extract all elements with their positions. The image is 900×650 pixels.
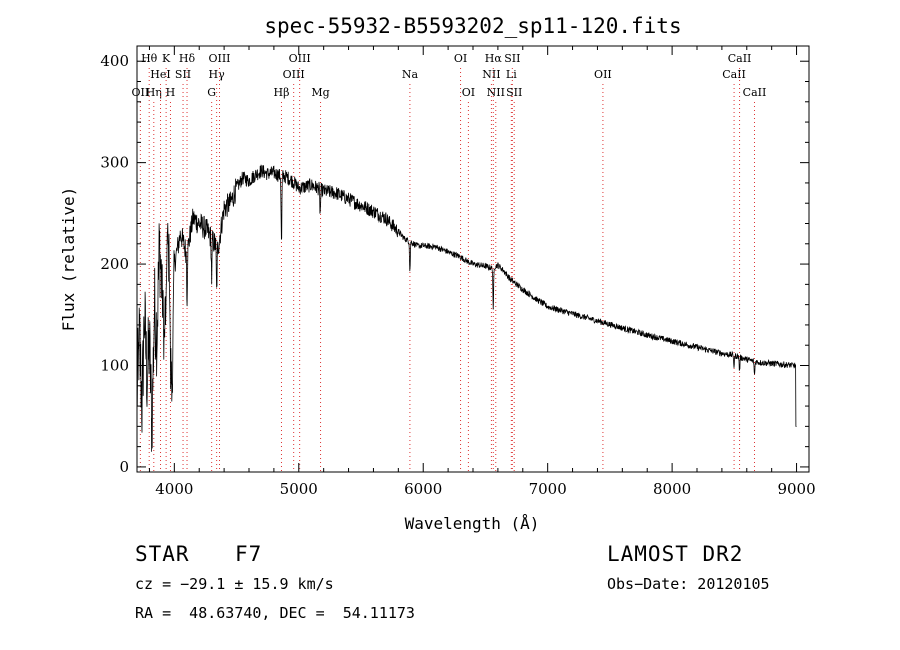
line-marker-label: G [207, 86, 216, 99]
y-tick-label: 0 [119, 458, 129, 476]
y-tick-label: 400 [100, 52, 129, 70]
line-marker-label: Hγ [209, 68, 226, 81]
line-marker-label: OII [132, 86, 150, 99]
x-tick-label: 7000 [529, 480, 567, 498]
ra-dec: RA = 48.63740, DEC = 54.11173 [135, 604, 415, 622]
spectrum-series [136, 164, 797, 452]
x-tick-label: 4000 [155, 480, 193, 498]
line-marker-label: K [162, 52, 171, 65]
line-marker-label: Mg [311, 86, 329, 99]
line-marker-label: SII [175, 68, 191, 81]
subclass: F7 [235, 542, 263, 566]
y-axis-label: Flux (relative) [59, 187, 78, 332]
line-marker-label: Hθ [141, 52, 158, 65]
x-axis-label: Wavelength (Å) [405, 514, 540, 533]
line-marker-label: OII [594, 68, 612, 81]
line-marker-label: SII [504, 52, 520, 65]
object-class: STAR [135, 542, 190, 566]
line-marker-label: H [166, 86, 176, 99]
line-marker-label: NII [482, 68, 500, 81]
axes: 4000 5000 6000 7000 8000 9000 0 100 200 300 400 [100, 46, 816, 498]
line-marker-label: OIII [289, 52, 311, 65]
y-tick-label: 100 [100, 357, 129, 375]
survey-label: LAMOST DR2 [607, 542, 744, 566]
line-marker-label: Hα [485, 52, 503, 65]
line-marker-label: CaII [728, 52, 752, 65]
y-tick-label: 300 [100, 154, 129, 172]
obs-date: Obs−Date: 20120105 [607, 575, 770, 593]
spectrum-line [136, 164, 797, 452]
line-marker-label: CaII [722, 68, 746, 81]
redshift-cz: cz = −29.1 ± 15.9 km/s [135, 575, 334, 593]
line-marker-label: OI [454, 52, 467, 65]
line-marker-label: HeI [150, 68, 170, 81]
line-marker-label: CaII [743, 86, 767, 99]
x-tick-label: 8000 [653, 480, 691, 498]
line-marker-label: Hβ [274, 86, 290, 99]
line-marker-label: Hδ [179, 52, 196, 65]
x-tick-label: 5000 [280, 480, 318, 498]
x-tick-label: 6000 [404, 480, 442, 498]
line-markers: OII Hθ Hη HeI K H SII Hδ G Hγ OIII Hβ OIII OIII Mg Na OI… [132, 52, 767, 472]
y-tick-label: 200 [100, 255, 129, 273]
line-marker-label: OIII [208, 52, 230, 65]
line-marker-label: OIII [283, 68, 305, 81]
line-marker-label: SII [506, 86, 522, 99]
line-marker-label: Li [506, 68, 517, 81]
line-marker-label: Na [402, 68, 419, 81]
chart-title: spec-55932-B5593202_sp11-120.fits [264, 14, 681, 38]
line-marker-label: Hη [146, 86, 162, 99]
x-tick-label: 9000 [777, 480, 815, 498]
line-marker-label: OI [462, 86, 475, 99]
line-marker-label: NII [487, 86, 505, 99]
plot-frame [136, 45, 810, 473]
